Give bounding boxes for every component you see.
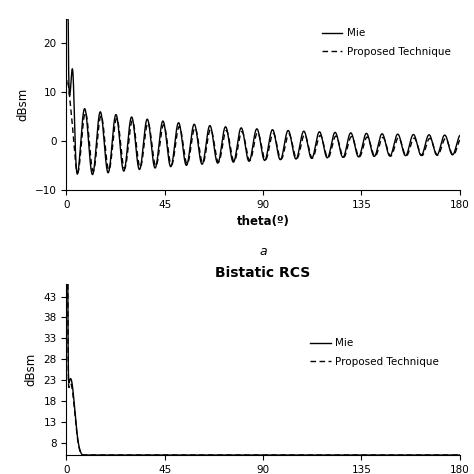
Y-axis label: dBsm: dBsm [16, 88, 29, 121]
Proposed Technique [64, 77, 70, 82]
Proposed Technique [301, 452, 307, 458]
Proposed Technique [173, 135, 179, 141]
Mie [173, 128, 179, 134]
Line: Proposed Technique: Proposed Technique [66, 267, 460, 455]
Proposed Technique [173, 452, 179, 458]
Mie [309, 452, 314, 458]
Mie [148, 137, 154, 142]
Legend: Mie, Proposed Technique: Mie, Proposed Technique [318, 24, 455, 61]
Proposed Technique [148, 133, 154, 138]
Proposed Technique [64, 83, 69, 89]
Mie [64, 264, 69, 270]
Mie [419, 151, 425, 157]
Legend: Mie, Proposed Technique: Mie, Proposed Technique [306, 334, 443, 371]
Mie [457, 133, 463, 139]
Mie [457, 133, 463, 138]
Proposed Technique [64, 264, 69, 270]
Proposed Technique [457, 137, 463, 143]
Mie [173, 452, 179, 458]
Proposed Technique [309, 452, 314, 458]
Proposed Technique [79, 452, 85, 458]
Proposed Technique [420, 153, 426, 158]
Line: Mie: Mie [66, 19, 460, 174]
Mie [90, 172, 95, 177]
Line: Mie: Mie [66, 267, 460, 455]
Mie [309, 155, 314, 161]
Mie [148, 452, 154, 458]
Proposed Technique [457, 137, 463, 143]
Proposed Technique [457, 452, 463, 458]
Mie [301, 452, 307, 458]
Line: Proposed Technique: Proposed Technique [66, 80, 460, 173]
Mie [64, 16, 69, 22]
Mie [301, 128, 307, 134]
Mie [457, 452, 463, 458]
Mie [80, 452, 85, 458]
Proposed Technique [301, 132, 307, 138]
Mie [419, 452, 425, 458]
Y-axis label: dBsm: dBsm [25, 353, 38, 386]
Proposed Technique [457, 452, 463, 458]
Proposed Technique [309, 154, 314, 160]
X-axis label: theta(º): theta(º) [237, 215, 290, 228]
Proposed Technique [75, 170, 81, 175]
Mie [457, 452, 463, 458]
Proposed Technique [419, 452, 425, 458]
Title: Bistatic RCS: Bistatic RCS [216, 266, 310, 280]
Text: a: a [259, 245, 267, 258]
Proposed Technique [148, 452, 154, 458]
